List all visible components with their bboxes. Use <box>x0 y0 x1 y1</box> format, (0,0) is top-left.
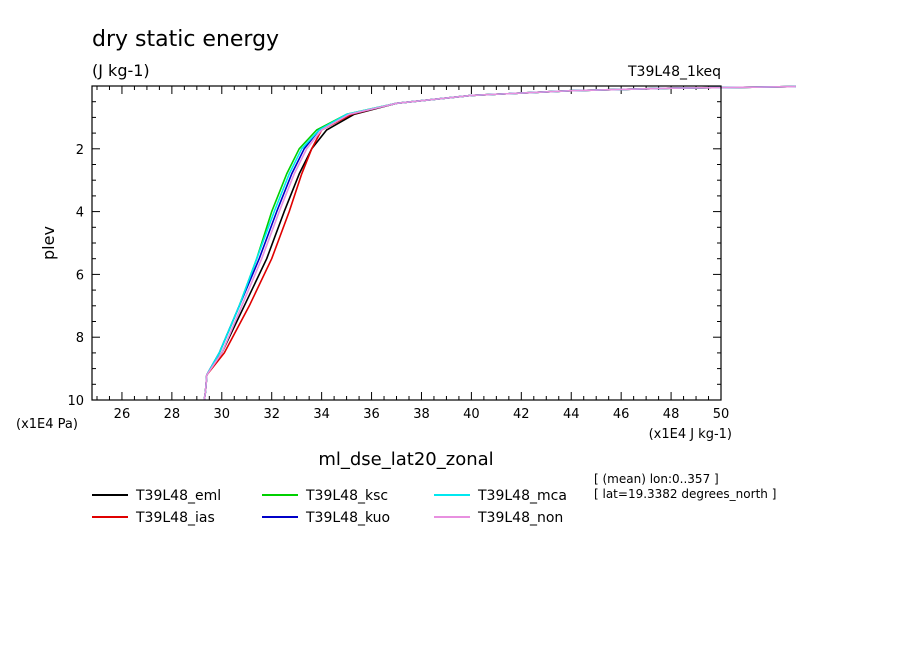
x-tick-label: 46 <box>613 407 630 422</box>
x-tick-label: 50 <box>713 407 730 422</box>
series-lines <box>203 85 796 400</box>
legend-label: T39L48_mca <box>477 488 567 504</box>
series-line-2 <box>203 85 796 400</box>
x-tick-label: 34 <box>313 407 330 422</box>
x-tick-label: 38 <box>413 407 430 422</box>
x-tick-label: 42 <box>513 407 530 422</box>
y-tick-label: 6 <box>76 268 84 283</box>
legend-label: T39L48_ksc <box>305 488 388 504</box>
legend-label: T39L48_ias <box>135 510 215 526</box>
y-axis-label: plev <box>39 226 58 260</box>
y-unit-label: (x1E4 Pa) <box>16 417 78 432</box>
legend: T39L48_eml T39L48_ias T39L48_ksc T39L48_kuo… <box>92 488 567 526</box>
x-tick-label: 32 <box>263 407 280 422</box>
info-line-lon: [ (mean) lon:0..357 ] <box>594 472 719 486</box>
x-tick-label: 44 <box>563 407 580 422</box>
y-tick-label: 4 <box>76 206 84 221</box>
y-tick-label: 10 <box>67 394 84 409</box>
run-label: T39L48_1keq <box>627 64 721 80</box>
series-line-5 <box>203 85 796 400</box>
x-tick-label: 30 <box>214 407 231 422</box>
series-line-1 <box>203 85 796 400</box>
x-axis-label: ml_dse_lat20_zonal <box>318 449 493 470</box>
legend-label: T39L48_kuo <box>305 510 390 526</box>
x-unit-label: (x1E4 J kg-1) <box>649 427 732 442</box>
series-line-3 <box>203 85 796 400</box>
plot-frame <box>91 85 722 401</box>
x-tick-label: 40 <box>463 407 480 422</box>
info-line-lat: [ lat=19.3382 degrees_north ] <box>594 487 776 501</box>
chart-title: dry static energy <box>92 27 279 52</box>
x-tick-label: 26 <box>114 407 131 422</box>
series-line-4 <box>203 85 796 400</box>
x-tick-label: 48 <box>663 407 680 422</box>
legend-label: T39L48_eml <box>135 488 221 504</box>
y-tick-label: 8 <box>76 331 84 346</box>
chart-subtitle: (J kg-1) <box>92 61 150 80</box>
legend-label: T39L48_non <box>477 510 563 526</box>
y-tick-label: 2 <box>76 143 84 158</box>
x-tick-label: 28 <box>164 407 181 422</box>
x-tick-label: 36 <box>363 407 380 422</box>
series-line-6 <box>203 85 796 400</box>
